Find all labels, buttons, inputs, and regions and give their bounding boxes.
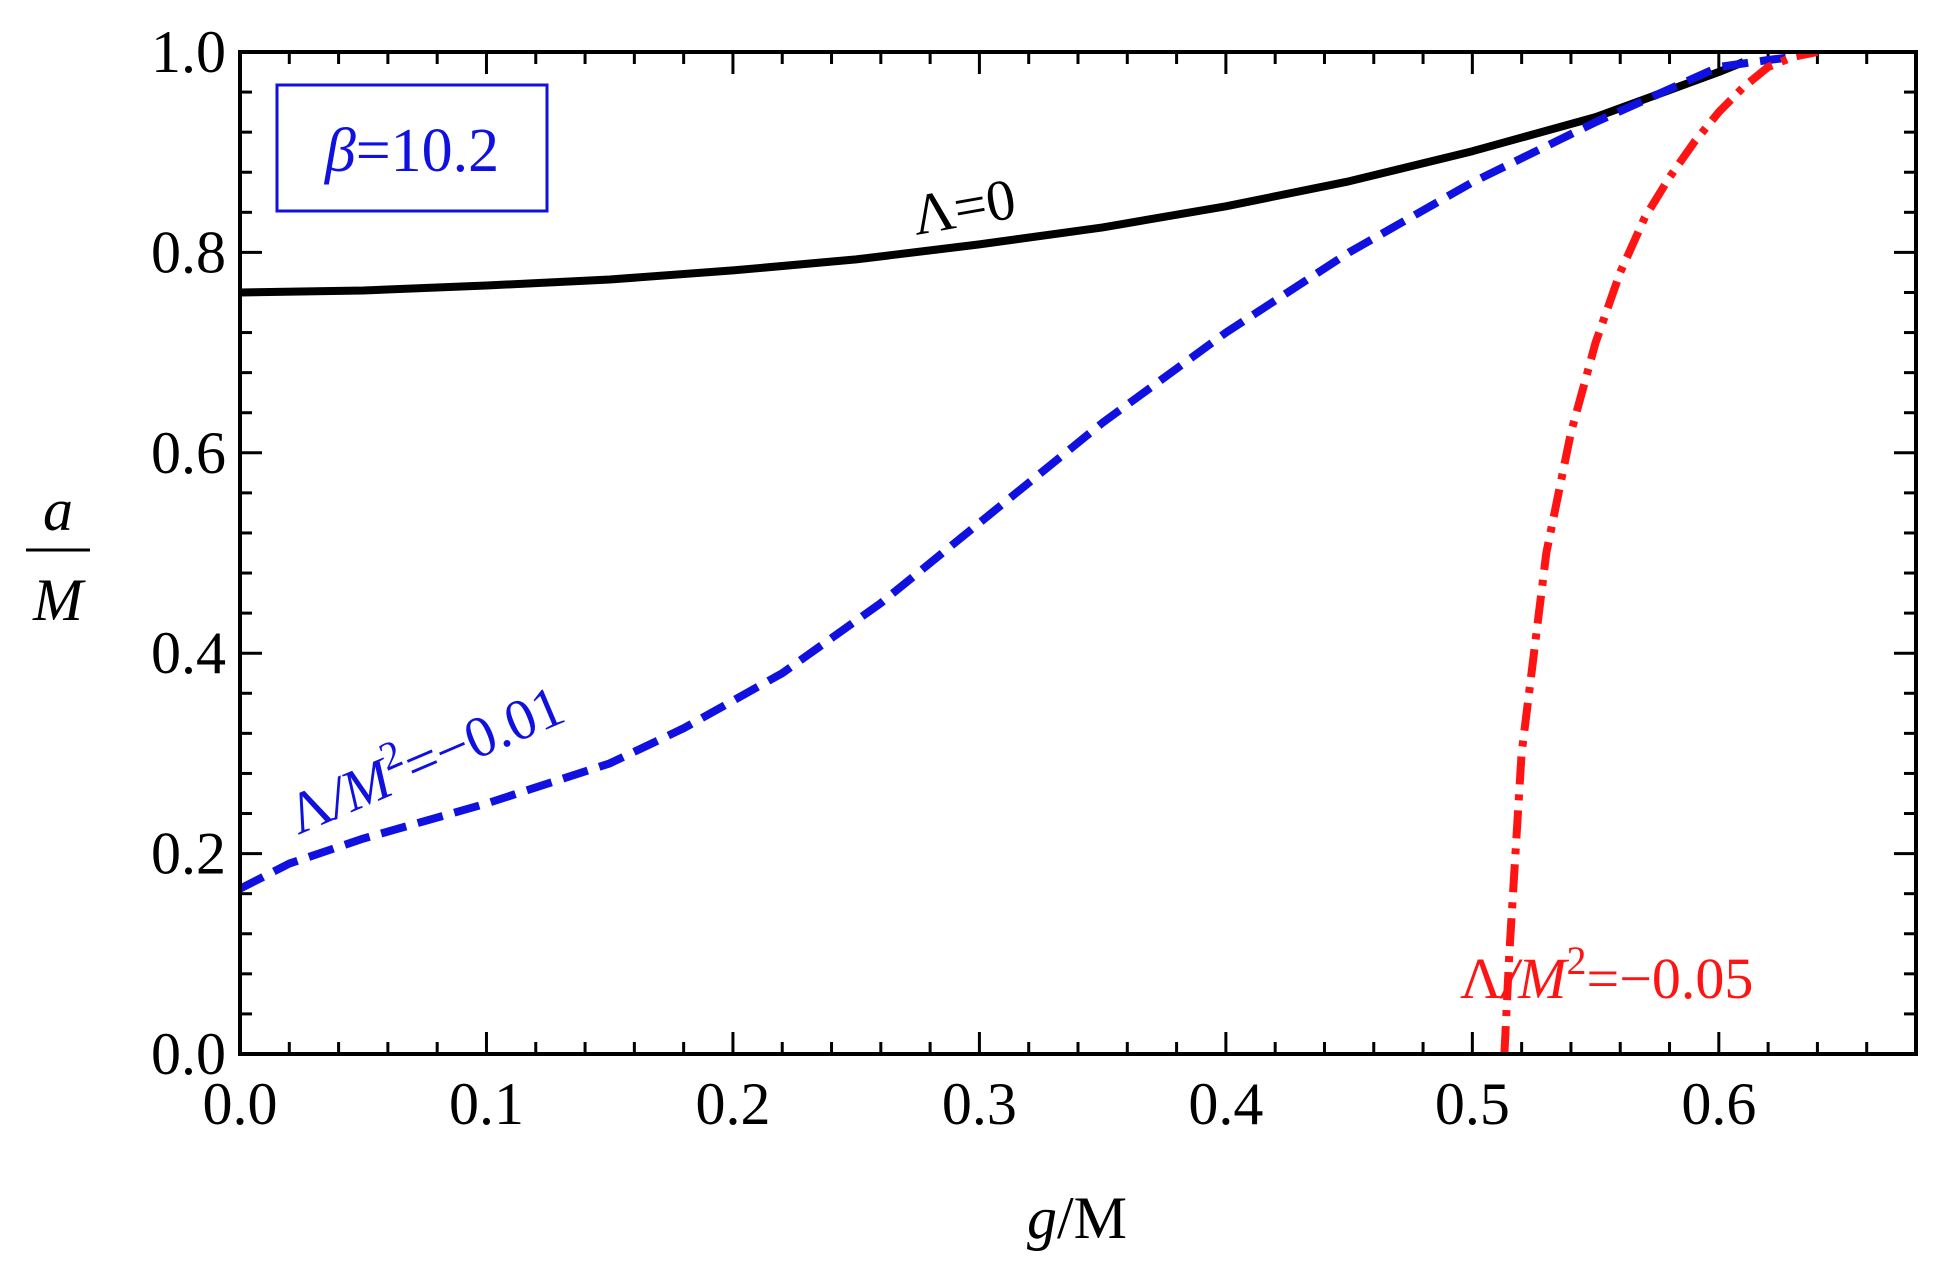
annotation-value: =10.2 bbox=[356, 117, 499, 185]
label-sup: 2 bbox=[1567, 938, 1587, 983]
series-line-1 bbox=[240, 53, 1794, 893]
x-tick-label: 0.1 bbox=[449, 1071, 524, 1137]
x-axis-title: g/M bbox=[1027, 1185, 1127, 1251]
x-tick-label: 0.5 bbox=[1435, 1071, 1510, 1137]
label-sym: Λ bbox=[1460, 946, 1502, 1011]
x-tick-label: 0.6 bbox=[1681, 1071, 1756, 1137]
x-axis-symbol: g bbox=[1027, 1185, 1057, 1251]
series-label-lambda-0: Λ=0 bbox=[907, 166, 1020, 248]
series-line-2 bbox=[1500, 52, 1819, 1054]
y-tick-label: 0.2 bbox=[151, 821, 226, 887]
x-tick-label: 0.4 bbox=[1188, 1071, 1263, 1137]
y-axis-numerator: a bbox=[43, 477, 73, 543]
y-axis-denominator: M bbox=[32, 567, 86, 633]
series-label-lambda-minus-0-05: Λ/M2=−0.05 bbox=[1460, 938, 1753, 1011]
y-tick-label: 0.0 bbox=[151, 1021, 226, 1087]
label-rest: =−0.05 bbox=[1587, 946, 1754, 1011]
annotation-box: β=10.2 bbox=[275, 83, 549, 213]
y-axis-title: a M bbox=[26, 477, 90, 633]
plot-frame bbox=[238, 50, 1918, 1056]
x-axis-unit: /M bbox=[1057, 1185, 1127, 1251]
y-tick-label: 0.4 bbox=[151, 620, 226, 686]
label-rest: =0 bbox=[948, 166, 1020, 241]
plot-area bbox=[240, 52, 1819, 1054]
x-axis-title-text: g/M bbox=[1027, 1185, 1127, 1251]
y-tick-label: 0.8 bbox=[151, 219, 226, 285]
x-axis-ticks: 0.0 0.1 0.2 0.3 0.4 0.5 0.6 bbox=[203, 52, 1918, 1137]
x-tick-label: 0.2 bbox=[695, 1071, 770, 1137]
y-tick-label: 0.6 bbox=[151, 420, 226, 486]
series-line-0 bbox=[240, 58, 1746, 297]
label-rest: =−0.01 bbox=[394, 672, 573, 797]
x-tick-label: 0.0 bbox=[203, 1071, 278, 1137]
x-tick-label: 0.3 bbox=[942, 1071, 1017, 1137]
y-tick-label: 1.0 bbox=[151, 19, 226, 85]
annotation-text: β=10.2 bbox=[324, 117, 499, 185]
annotation-box-frame bbox=[275, 83, 549, 213]
label-mid: /M bbox=[1499, 946, 1569, 1011]
annotation-symbol: β bbox=[324, 117, 356, 185]
